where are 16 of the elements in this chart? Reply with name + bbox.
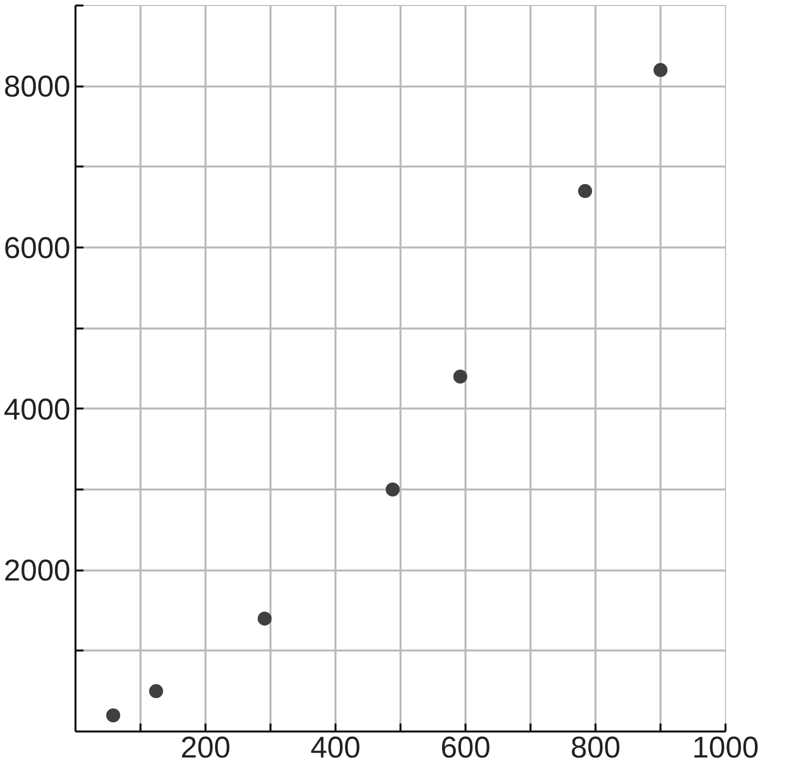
y-tick-label: 8000 [4,70,71,104]
point [386,482,400,496]
x-tick-label: 1000 [692,732,759,764]
x-tick-label: 800 [570,732,621,764]
x-tick-label: 600 [440,732,491,764]
x-tick-label: 400 [310,732,361,764]
point [654,63,668,78]
point [453,370,468,384]
point [149,684,164,698]
y-tick-label: 4000 [4,393,71,426]
y-tick-label: 2000 [4,554,71,588]
y-tick-label: 6000 [4,232,71,265]
point [106,708,120,722]
point [258,612,272,626]
x-tick-label: 200 [180,732,231,764]
point [578,184,592,198]
